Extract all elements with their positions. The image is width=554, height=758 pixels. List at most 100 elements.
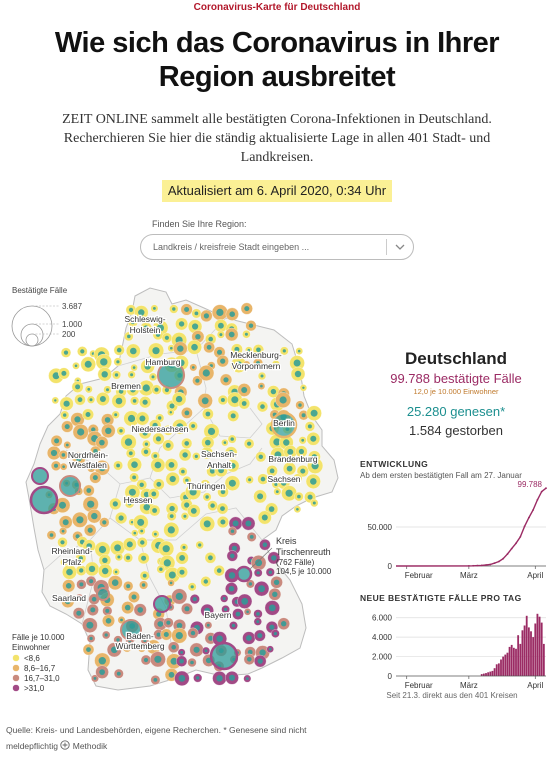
region-marker-core <box>150 643 157 651</box>
region-marker-core <box>224 607 228 611</box>
region-marker-core <box>65 443 69 447</box>
region-marker-core <box>261 514 268 521</box>
daily-bar <box>500 659 502 676</box>
region-marker-core <box>247 657 252 662</box>
label-holstein: Holstein <box>130 325 161 335</box>
region-marker-core <box>133 531 137 535</box>
marker-berlin[interactable] <box>270 411 298 439</box>
region-marker-core <box>204 649 208 653</box>
y-tick-label: 0 <box>388 562 393 571</box>
region-marker-core <box>298 448 304 455</box>
label-pfalz: Pfalz <box>63 557 82 567</box>
region-marker-core <box>256 361 260 366</box>
region-marker-core <box>190 585 194 589</box>
region-marker-core <box>184 502 190 508</box>
label-sachsen: Sachsen <box>267 474 300 484</box>
color-legend-label: >31,0 <box>24 684 45 693</box>
region-marker-core <box>116 671 121 676</box>
region-marker-core <box>171 644 176 650</box>
region-marker-core <box>65 583 72 589</box>
marker-ruhr[interactable] <box>59 475 81 497</box>
region-marker-core <box>180 651 184 654</box>
region-marker-core <box>205 439 211 446</box>
marker-nuernberg[interactable] <box>153 595 171 613</box>
chevron-down-icon[interactable] <box>395 242 405 252</box>
plus-circle-icon[interactable] <box>60 740 71 750</box>
region-marker-core <box>60 540 65 545</box>
region-marker-core <box>75 534 80 539</box>
region-marker-core <box>50 449 58 457</box>
marker-koeln[interactable] <box>29 485 59 515</box>
region-marker-core <box>170 657 178 665</box>
region-marker-core <box>89 636 93 641</box>
region-marker-core <box>142 399 148 405</box>
region-marker-core <box>232 520 239 527</box>
region-marker-core <box>76 516 84 524</box>
marker-heidelberg[interactable] <box>96 587 110 601</box>
marker-stuttgart[interactable] <box>120 619 142 641</box>
daily-bar <box>527 627 530 676</box>
region-marker-core <box>114 413 118 417</box>
state-labels: Schleswig- Holstein Hamburg Mecklenburg-… <box>50 313 319 653</box>
region-marker-core <box>88 565 96 573</box>
marker-hamburg[interactable] <box>157 361 185 389</box>
region-marker-core <box>54 438 60 444</box>
region-marker-core <box>216 568 222 573</box>
region-marker-core <box>155 436 162 442</box>
cumulative-point <box>493 562 496 564</box>
daily-bar <box>480 674 483 676</box>
region-markers <box>45 302 324 686</box>
x-tick-label: März <box>460 571 478 580</box>
region-marker-core <box>178 675 186 682</box>
region-marker-core <box>184 441 189 446</box>
region-marker-core <box>274 451 282 459</box>
region-marker-core <box>209 468 215 474</box>
daily-chart[interactable]: 6.000 4.000 2.000 0 Februar März April Seit 21.… <box>356 602 554 702</box>
region-search[interactable] <box>140 234 414 260</box>
region-marker-core <box>154 387 159 392</box>
region-search-input[interactable] <box>153 235 383 259</box>
region-marker-core <box>152 422 158 429</box>
region-marker-core <box>192 597 197 602</box>
region-marker-core <box>158 416 162 420</box>
region-marker-core <box>244 306 250 312</box>
region-marker-core <box>245 677 249 680</box>
region-marker-core <box>230 437 234 441</box>
marker-muenchen[interactable] <box>209 641 239 671</box>
region-marker-core <box>244 332 248 336</box>
color-legend-title-1: Fälle je 10.000 <box>12 633 65 642</box>
marker-duesseldorf[interactable] <box>31 467 49 485</box>
region-marker-core <box>93 449 98 454</box>
label-saarland: Saarland <box>52 593 86 603</box>
region-marker-core <box>75 455 82 462</box>
region-marker-core <box>163 632 169 637</box>
region-marker-core <box>92 475 98 481</box>
cumulative-chart-title: ENTWICKLUNG <box>360 459 429 469</box>
region-marker-core <box>153 454 158 458</box>
cumulative-chart[interactable]: 50.000 0 Februar März April 99.788 <box>356 480 554 584</box>
region-marker-core <box>195 334 201 340</box>
tirschenreuth-callout: Kreis Tirschenreuth (762 Fälle) 104,5 je… <box>248 536 332 576</box>
region-marker-core <box>312 501 316 505</box>
region-marker-core <box>166 428 171 433</box>
region-marker-core <box>196 676 200 680</box>
marker-tirschenreuth[interactable] <box>235 565 253 583</box>
region-marker-core <box>105 618 112 624</box>
region-marker-core <box>138 309 145 316</box>
region-marker-core <box>89 579 94 584</box>
methodik-link[interactable]: Methodik <box>72 741 108 751</box>
summary-title: Deutschland <box>404 349 508 368</box>
region-marker-core <box>311 462 319 470</box>
region-marker-core <box>256 347 261 353</box>
germany-map[interactable]: Bestätigte Fälle 3.687 1.000 200 Sc <box>0 278 356 718</box>
source-line-2: meldepflichtig <box>6 741 58 751</box>
region-marker-core <box>111 579 119 586</box>
region-marker-core <box>118 389 124 394</box>
region-marker-core <box>241 401 247 406</box>
headline: Wie sich das Coronavirus in Ihrer Region… <box>40 26 514 94</box>
region-marker-core <box>62 465 65 468</box>
region-marker-core <box>208 635 214 641</box>
region-marker-core <box>268 506 275 512</box>
region-marker-core <box>294 370 302 378</box>
region-marker-core <box>235 361 243 369</box>
